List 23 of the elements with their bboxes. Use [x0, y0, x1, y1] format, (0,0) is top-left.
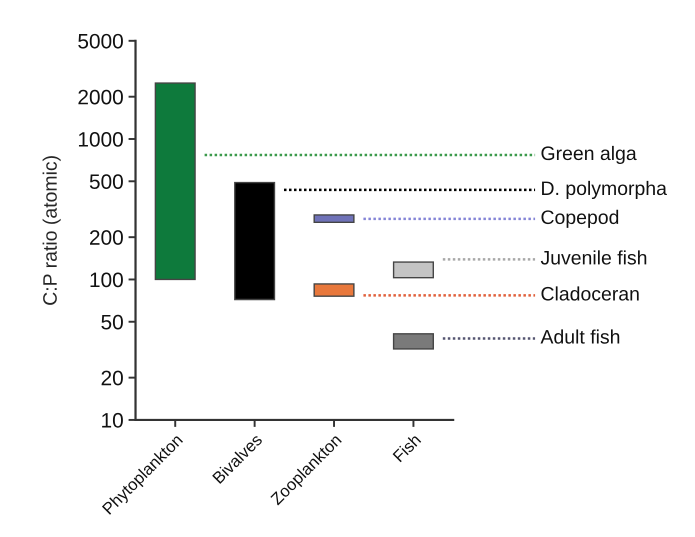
bar — [313, 214, 355, 224]
ref-line-label: Green alga — [541, 146, 637, 164]
y-tick-label: 500 — [90, 174, 123, 190]
ref-line-label: Juvenile fish — [540, 250, 646, 265]
y-tick-label: 200 — [90, 230, 123, 245]
y-tick-label: 2000 — [78, 90, 123, 104]
bar — [154, 82, 196, 280]
x-tick-label: Fish — [392, 433, 422, 462]
y-tick-label: 1000 — [78, 132, 123, 147]
ref-line-label: Adult fish — [540, 329, 620, 344]
bar — [313, 283, 355, 297]
y-tick-label: 10 — [102, 412, 123, 428]
bar — [392, 261, 434, 278]
bar — [392, 333, 434, 350]
y-axis-title: C:P ratio (atomic) — [42, 156, 61, 305]
y-tick-label: 20 — [102, 370, 123, 386]
y-tick-label: 100 — [90, 272, 123, 288]
bar — [234, 182, 276, 300]
ref-line-label: Cladoceran — [541, 286, 639, 301]
ref-line-label: Copepod — [541, 210, 618, 228]
y-tick-label: 50 — [101, 314, 123, 330]
y-tick-label: 5000 — [78, 34, 123, 49]
ref-line-label: D. polymorpha — [542, 180, 667, 199]
